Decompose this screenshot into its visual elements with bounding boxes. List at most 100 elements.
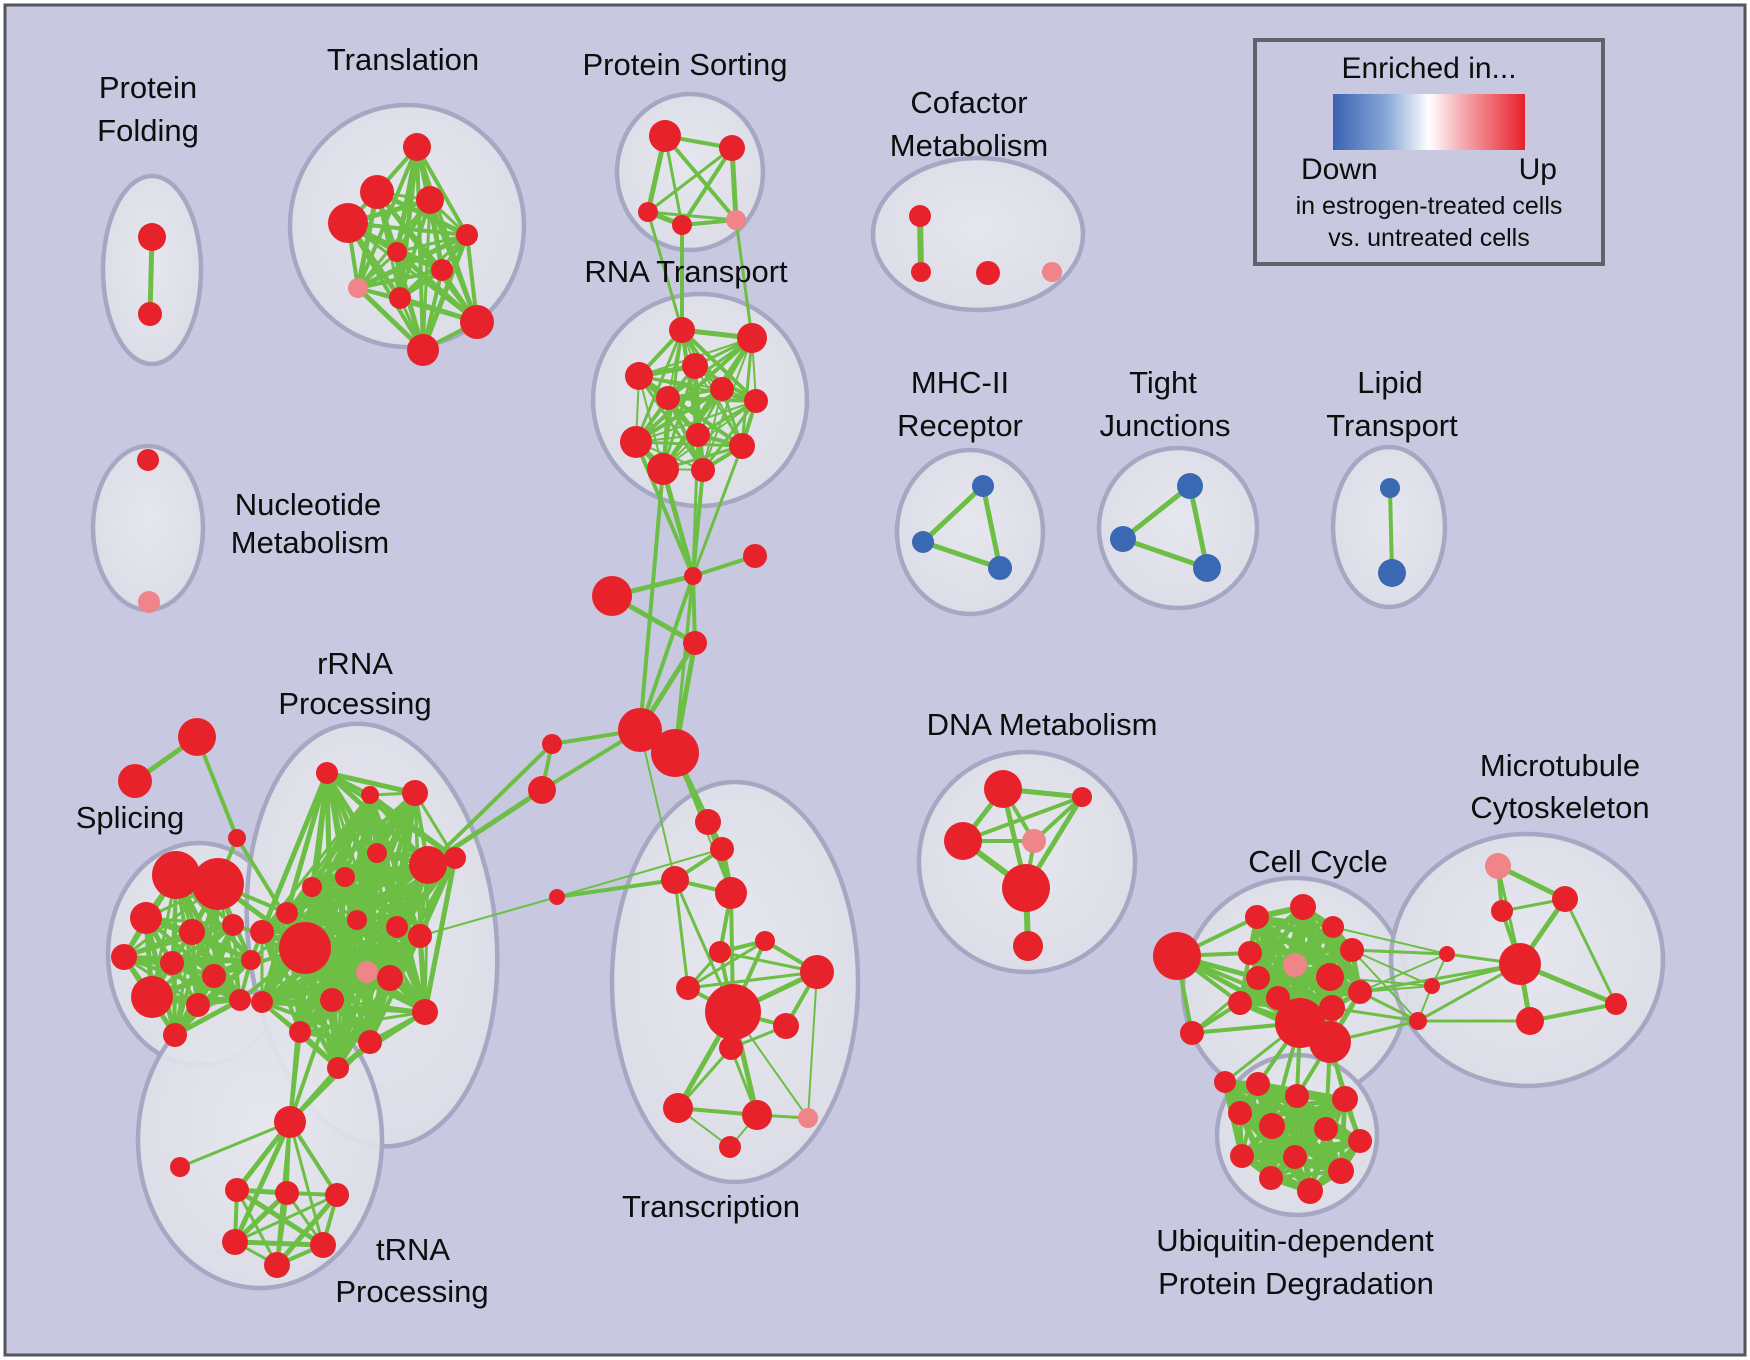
node-dna_metabolism-2 [944, 822, 982, 860]
edge-rna_transport [740, 336, 754, 448]
node-splicing-3 [179, 919, 205, 945]
edge-tight_junctions [1120, 483, 1193, 542]
node-transcription-10 [719, 1036, 743, 1060]
label-ubiquitin_degradation-0: Ubiquitin-dependent [1156, 1223, 1434, 1258]
label-nucleotide_metabolism-0: Nucleotide [235, 487, 381, 522]
node-cofactor_metabolism-1 [911, 262, 931, 282]
node-cell_cycle-9 [1340, 938, 1364, 962]
node-cell_cycle-13 [1348, 980, 1372, 1004]
edge-intercluster [1329, 976, 1433, 987]
edge-intercluster [1351, 949, 1419, 1022]
node-rrna_processing-12 [386, 916, 408, 938]
node-splicing-2 [130, 902, 162, 934]
node-translation-0 [403, 133, 431, 161]
cluster-labels: Protein Folding Translation Protein Sorting… [76, 42, 1650, 1309]
label-lipid_transport-0: Lipid [1357, 365, 1423, 400]
node-ubiquitin_degradation-11 [1259, 1166, 1283, 1190]
node-rrna_processing-4 [444, 847, 466, 869]
edge-cell_cycle [1276, 990, 1362, 1000]
node-translation-2 [416, 186, 444, 214]
node-connector-8 [651, 729, 699, 777]
label-trna_processing-0: tRNA [376, 1232, 450, 1267]
node-microtubule_cytoskeleton-8 [1409, 1012, 1427, 1030]
edge-splicing [169, 957, 254, 966]
node-ubiquitin_degradation-1 [1246, 1072, 1270, 1096]
edge-translation [427, 197, 480, 325]
edge-rrna_processing [260, 1000, 372, 1044]
edge-intercluster [288, 998, 334, 1124]
node-ubiquitin_degradation-6 [1314, 1117, 1338, 1141]
node-cofactor_metabolism-2 [976, 261, 1000, 285]
node-transcription-5 [755, 931, 775, 951]
edge-translation [346, 221, 425, 352]
label-mhc2_receptor-0: MHC-II [911, 365, 1009, 400]
legend-caption-line2: vs. untreated cells [1328, 224, 1530, 252]
node-ubiquitin_degradation-0 [1214, 1071, 1236, 1093]
node-translation-6 [431, 259, 453, 281]
node-splicing-10 [186, 993, 210, 1017]
edge-tight_junctions [1120, 536, 1210, 571]
node-cell_cycle-6 [1283, 953, 1307, 977]
node-rrna_processing-18 [358, 1030, 382, 1054]
node-transcription-4 [709, 941, 731, 963]
node-mhc2_receptor-0 [972, 475, 994, 497]
node-rna_transport-8 [686, 423, 710, 447]
node-translation-1 [360, 175, 394, 209]
node-rrna_processing-17 [289, 1021, 311, 1043]
label-translation-0: Translation [327, 42, 479, 77]
edge-intercluster [673, 468, 705, 755]
label-tight_junctions-0: Tight [1129, 365, 1197, 400]
cluster-ellipse-dna_metabolism [916, 749, 1138, 975]
node-rrna_processing-15 [377, 965, 403, 991]
node-ubiquitin_degradation-5 [1259, 1113, 1285, 1139]
node-cell_cycle-3 [1290, 894, 1316, 920]
edge-rrna_processing [324, 770, 418, 796]
edge-translation [356, 268, 444, 290]
edge-transcription [686, 970, 819, 990]
node-splicing-8 [241, 950, 261, 970]
edge-intercluster [1350, 948, 1449, 956]
node-rrna_processing-6 [335, 867, 355, 887]
node-ubiquitin_degradation-3 [1332, 1086, 1358, 1112]
node-connector-1 [118, 764, 152, 798]
node-translation-8 [389, 287, 411, 309]
label-lipid_transport-1: Transport [1326, 408, 1458, 443]
node-rrna_processing-0 [316, 762, 338, 784]
edge-rna_transport [634, 328, 684, 444]
node-protein_sorting-3 [672, 215, 692, 235]
node-rna_transport-5 [744, 389, 768, 413]
edge-rna_transport [635, 400, 757, 443]
node-microtubule_cytoskeleton-3 [1499, 943, 1541, 985]
edge-cell_cycle [1275, 947, 1355, 1001]
node-rrna_processing-16 [412, 999, 438, 1025]
label-transcription-0: Transcription [622, 1189, 800, 1224]
node-rna_transport-4 [710, 377, 734, 401]
node-cofactor_metabolism-3 [1042, 262, 1062, 282]
edge-rna_transport [701, 399, 758, 472]
edge-rna_transport [667, 397, 743, 447]
node-translation-3 [328, 203, 368, 243]
edge-transcription [807, 971, 818, 1119]
legend-title: Enriched in... [1341, 52, 1517, 85]
node-trna_processing-4 [325, 1183, 349, 1207]
node-ubiquitin_degradation-2 [1285, 1084, 1309, 1108]
edge-ubiquitin_degradation [1239, 1126, 1329, 1159]
node-translation-10 [407, 334, 439, 366]
label-microtubule_cytoskeleton-0: Microtubule [1480, 748, 1640, 783]
node-protein_sorting-4 [726, 210, 746, 230]
edge-protein_sorting [646, 210, 738, 222]
node-connector-7 [618, 708, 662, 752]
node-transcription-11 [663, 1093, 693, 1123]
node-ubiquitin_degradation-4 [1228, 1101, 1252, 1125]
node-trna_processing-1 [170, 1157, 190, 1177]
edge-trna_processing [274, 1192, 340, 1268]
label-nucleotide_metabolism-1: Metabolism [231, 525, 390, 560]
node-cell_cycle-1 [1180, 1021, 1204, 1045]
label-dna_metabolism-0: DNA Metabolism [927, 707, 1158, 742]
node-transcription-8 [705, 984, 761, 1040]
edge-cell_cycle [1247, 947, 1355, 956]
node-dna_metabolism-4 [1002, 864, 1050, 912]
edge-trna_processing [232, 1119, 293, 1245]
node-translation-9 [460, 305, 494, 339]
node-rrna_processing-21 [327, 1057, 349, 1079]
